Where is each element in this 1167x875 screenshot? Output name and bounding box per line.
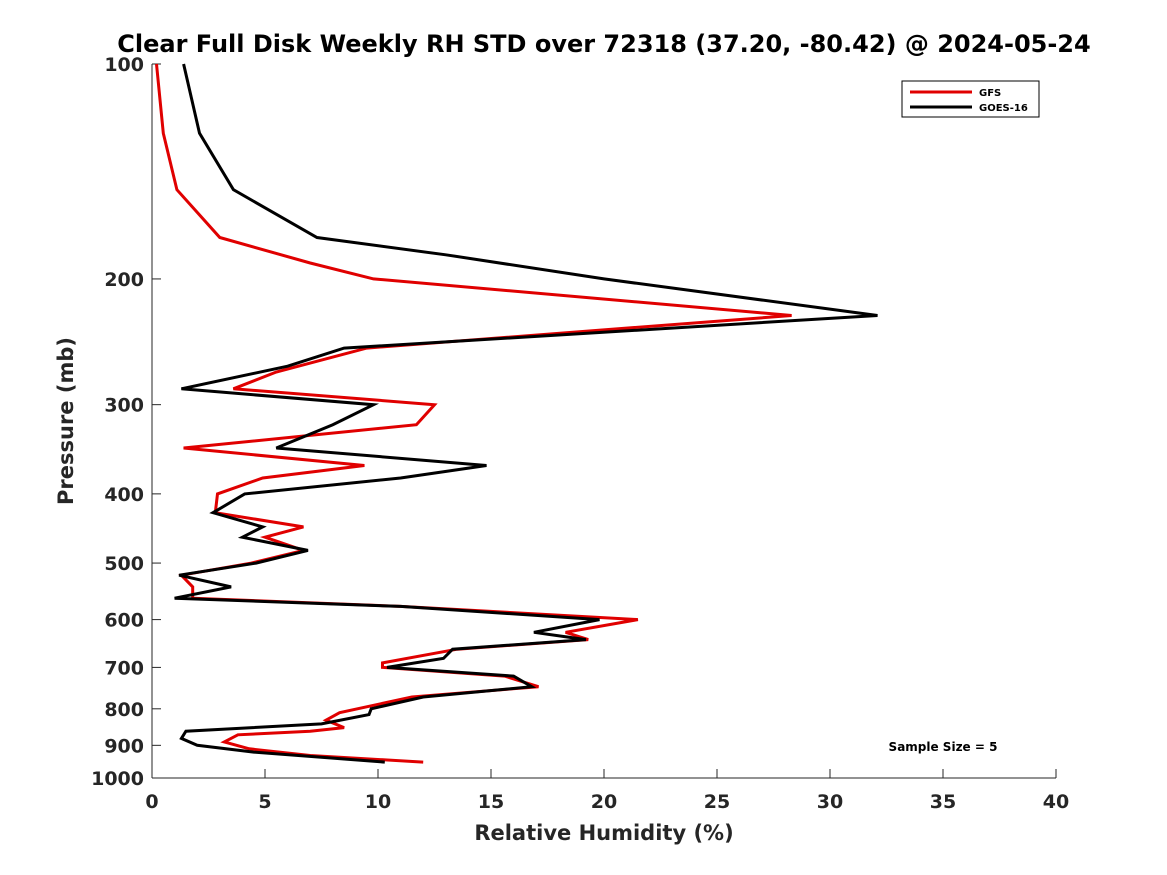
y-tick-label: 200 <box>104 269 144 291</box>
x-axis-label: Relative Humidity (%) <box>474 821 733 845</box>
x-tick-label: 25 <box>704 791 730 813</box>
x-tick-label: 35 <box>930 791 956 813</box>
x-axis-ticks: 0 5 10 15 20 25 30 35 40 <box>145 769 1069 813</box>
legend-label-goes-16: GOES-16 <box>979 103 1028 114</box>
y-tick-label: 100 <box>104 54 144 76</box>
x-tick-label: 0 <box>145 791 158 813</box>
y-axis-label: Pressure (mb) <box>54 337 78 505</box>
y-tick-label: 400 <box>104 484 144 506</box>
x-tick-label: 40 <box>1043 791 1069 813</box>
x-tick-label: 15 <box>478 791 504 813</box>
series-layer <box>155 63 878 764</box>
y-tick-label: 500 <box>104 553 144 575</box>
legend-box <box>901 80 1040 118</box>
legend-label-gfs: GFS <box>979 88 1001 99</box>
x-tick-label: 10 <box>365 791 391 813</box>
x-tick-label: 20 <box>591 791 617 813</box>
y-tick-label: 300 <box>104 395 144 417</box>
y-tick-label: 900 <box>104 735 144 757</box>
x-tick-label: 30 <box>817 791 843 813</box>
series-line-goes-16 <box>174 63 878 764</box>
y-axis-ticks: 100 200 300 400 500 600 700 800 900 1000 <box>91 54 161 790</box>
chart-title: Clear Full Disk Weekly RH STD over 72318… <box>117 30 1090 58</box>
plot-background <box>152 64 1056 778</box>
y-tick-label: 1000 <box>91 768 144 790</box>
y-tick-label: 800 <box>104 699 144 721</box>
x-tick-label: 5 <box>258 791 271 813</box>
y-tick-label: 600 <box>104 610 144 632</box>
y-tick-label: 700 <box>104 657 144 679</box>
legend: GFS GOES-16 <box>901 80 1040 118</box>
plot-area: 0 5 10 15 20 25 30 35 40 100 200 300 400 500 600 700 80… <box>91 54 1069 813</box>
sample-size-annotation: Sample Size = 5 <box>889 740 998 754</box>
